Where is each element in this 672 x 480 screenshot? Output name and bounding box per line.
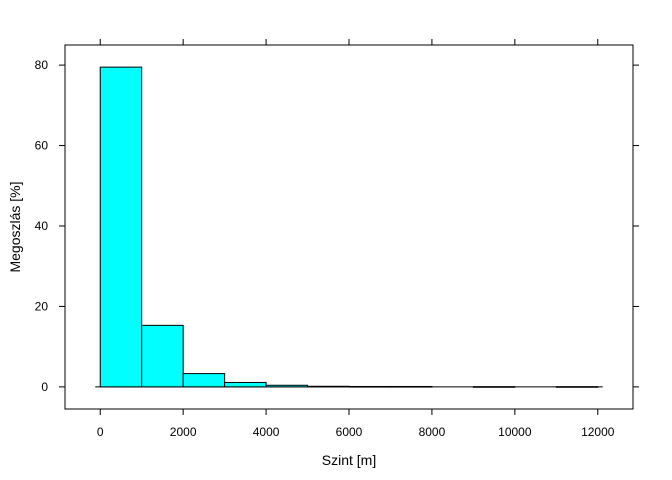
x-tick-label: 2000 [170,425,197,439]
x-axis-ticks: 0 2000 4000 6000 8000 10000 12000 [97,39,615,439]
x-tick-label: 12000 [581,425,615,439]
histogram-bar [348,385,391,388]
x-tick-label: 0 [97,425,104,439]
bars-group [99,66,599,388]
histogram-bar [265,384,309,388]
x-tick-label: 4000 [253,425,280,439]
y-tick-label: 60 [35,139,49,153]
x-tick-label: 8000 [419,425,446,439]
x-tick-label: 6000 [336,425,363,439]
histogram-bar [472,386,516,388]
x-axis-label: Szint [m] [322,452,376,468]
y-tick-label: 40 [35,219,49,233]
histogram-bar [389,385,433,388]
x-tick-label: 10000 [498,425,532,439]
y-axis-ticks: 0 20 40 60 80 [35,58,639,394]
histogram-bar [141,324,184,388]
histogram-bar [555,386,599,388]
y-axis-label: Megoszlás [%] [7,181,23,272]
histogram-bar [307,385,350,388]
histogram-bar [99,66,143,388]
histogram-bar [224,381,267,388]
y-tick-label: 0 [41,380,48,394]
y-tick-label: 80 [35,58,49,72]
histogram-bar [182,373,226,388]
y-tick-label: 20 [35,299,49,313]
